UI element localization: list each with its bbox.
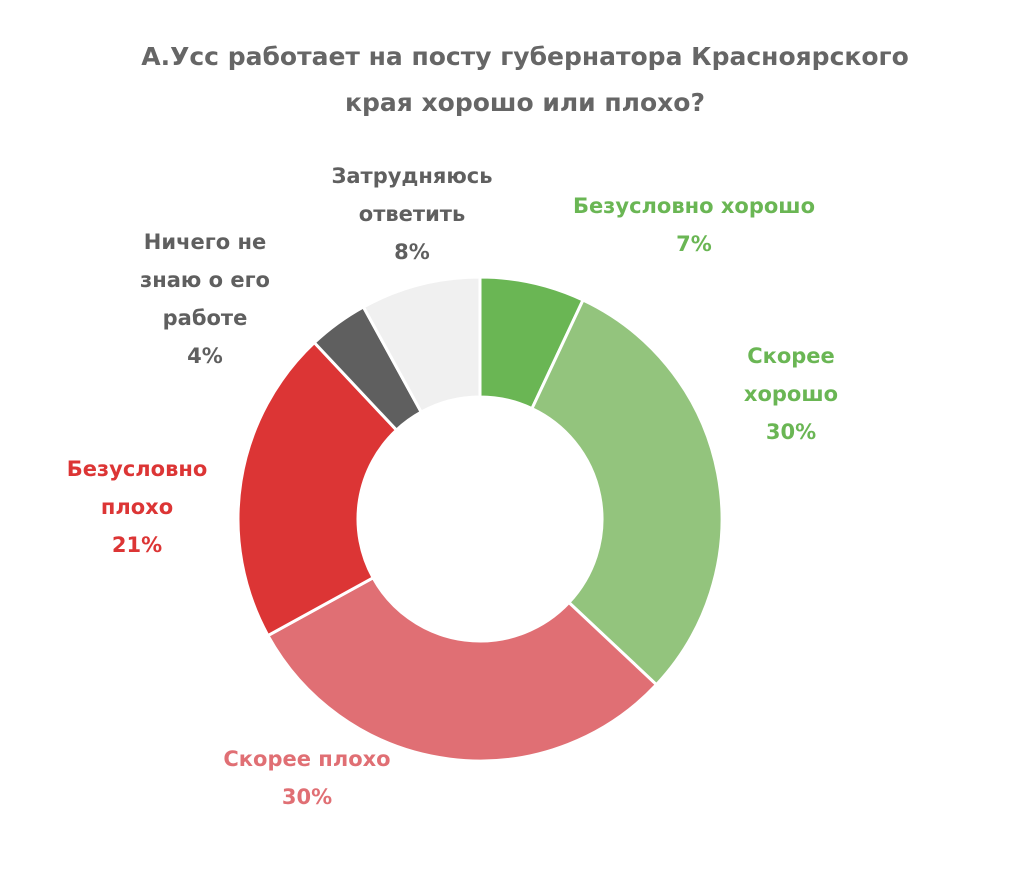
- slice-label-text: Затрудняюсь: [331, 164, 493, 188]
- chart-title-line-1: А.Усс работает на посту губернатора Крас…: [141, 42, 909, 71]
- slice-label-text: хорошо: [743, 382, 839, 406]
- donut-slice-1: [529, 298, 724, 687]
- donut-slice-3: [236, 340, 399, 638]
- slice-value-label: 4%: [187, 344, 223, 368]
- chart-title-line-2: края хорошо или плохо?: [345, 88, 705, 117]
- slice-label-0: Безусловно хорошо 7%: [534, 187, 854, 263]
- slice-value-label: 30%: [765, 420, 817, 444]
- slice-value-label: 8%: [394, 240, 430, 264]
- slice-label-2: Скорее плохо 30%: [147, 740, 467, 816]
- slice-label-text: Ничего не: [143, 230, 267, 254]
- slice-label-text: Безусловно: [66, 457, 208, 481]
- slice-label-text: Скорее плохо: [223, 747, 391, 771]
- slice-value-label: 7%: [676, 232, 712, 256]
- slice-value-label: 21%: [111, 533, 163, 557]
- slice-label-text: работе: [162, 306, 248, 330]
- slice-label-4: Ничего не знаю о его работе 4%: [45, 223, 365, 375]
- chart-title: А.Усс работает на посту губернатора Крас…: [100, 34, 950, 126]
- slice-label-text: плохо: [100, 495, 174, 519]
- slice-label-text: Скорее: [747, 344, 835, 368]
- donut-slice-5: [361, 275, 482, 415]
- slice-label-3: Безусловно плохо 21%: [0, 450, 297, 564]
- slice-label-5: Затрудняюсь ответить 8%: [252, 157, 572, 271]
- slice-label-text: ответить: [358, 202, 466, 226]
- slice-label-text: знаю о его: [140, 268, 270, 292]
- donut-slice-2: [265, 575, 659, 763]
- slice-label-text: Безусловно хорошо: [572, 194, 816, 218]
- slice-label-1: Скорее хорошо 30%: [631, 337, 951, 451]
- slice-value-label: 30%: [281, 785, 333, 809]
